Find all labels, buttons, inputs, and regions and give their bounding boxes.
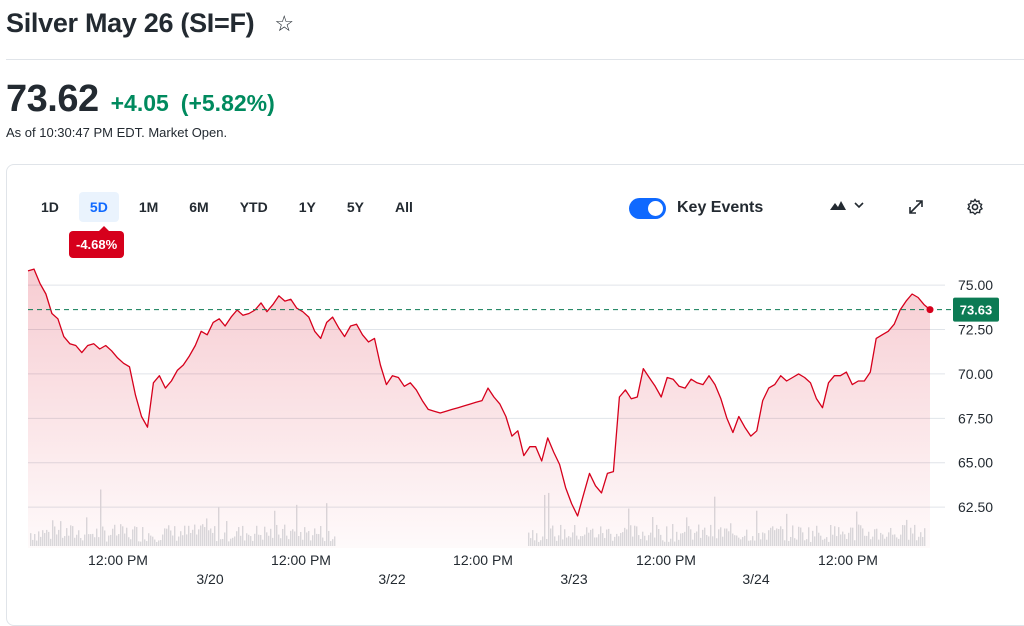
tab-5d[interactable]: 5D <box>78 192 119 222</box>
price-change: +4.05 <box>110 90 169 116</box>
y-tick-label: 70.00 <box>958 366 993 382</box>
y-tick-label: 72.50 <box>958 322 993 338</box>
page-title: Silver May 26 (SI=F) <box>6 8 255 38</box>
toggle-knob <box>648 201 663 216</box>
x-tick-label: 12:00 PM <box>636 552 696 568</box>
title-row: Silver May 26 (SI=F) ☆ <box>6 8 294 39</box>
date-label: 3/20 <box>196 571 223 587</box>
header-divider <box>6 59 1024 60</box>
y-tick-label: 67.50 <box>958 410 993 426</box>
date-label: 3/22 <box>378 571 405 587</box>
x-tick-label: 12:00 PM <box>271 552 331 568</box>
tab-ytd[interactable]: YTD <box>239 199 268 215</box>
price-value: 73.62 <box>6 78 99 120</box>
price-change-percent: (+5.82%) <box>180 90 275 116</box>
tab-1y[interactable]: 1Y <box>298 199 316 215</box>
price-chart: 75.00 72.50 70.00 67.50 65.00 62.50 73.63 12:00… <box>27 268 999 587</box>
price-area <box>28 269 930 548</box>
key-events-label: Key Events <box>677 199 764 216</box>
mountain-chart-icon[interactable] <box>829 198 847 217</box>
tab-1d[interactable]: 1D <box>41 199 59 215</box>
as-of-text: As of 10:30:47 PM EDT. Market Open. <box>6 125 228 140</box>
date-label: 3/23 <box>560 571 587 587</box>
x-tick-label: 12:00 PM <box>88 552 148 568</box>
range-tabs: 1D 5D 1M 6M YTD 1Y 5Y All <box>30 192 433 222</box>
tab-6m[interactable]: 6M <box>189 199 209 215</box>
last-price-label: 73.63 <box>960 303 993 318</box>
x-tick-label: 12:00 PM <box>453 552 513 568</box>
tab-all[interactable]: All <box>394 199 413 215</box>
tab-5y[interactable]: 5Y <box>346 199 364 215</box>
date-label: 3/24 <box>742 571 769 587</box>
star-icon[interactable]: ☆ <box>274 10 295 36</box>
range-change-badge: -4.68% <box>69 226 125 258</box>
expand-icon[interactable] <box>907 198 925 221</box>
y-tick-label: 65.00 <box>958 455 993 471</box>
last-price-tag <box>953 297 999 322</box>
chevron-down-icon[interactable] <box>853 198 865 217</box>
y-tick-label: 75.00 <box>958 277 993 293</box>
tab-1m[interactable]: 1M <box>138 199 159 215</box>
quote-row: 73.62 +4.05 (+5.82%) <box>6 78 275 121</box>
gear-icon[interactable] <box>966 198 984 221</box>
x-tick-label: 12:00 PM <box>818 552 878 568</box>
last-price-dot <box>926 306 934 314</box>
price-line <box>27 268 931 517</box>
key-events-toggle[interactable] <box>629 198 666 219</box>
y-tick-label: 62.50 <box>958 499 993 515</box>
